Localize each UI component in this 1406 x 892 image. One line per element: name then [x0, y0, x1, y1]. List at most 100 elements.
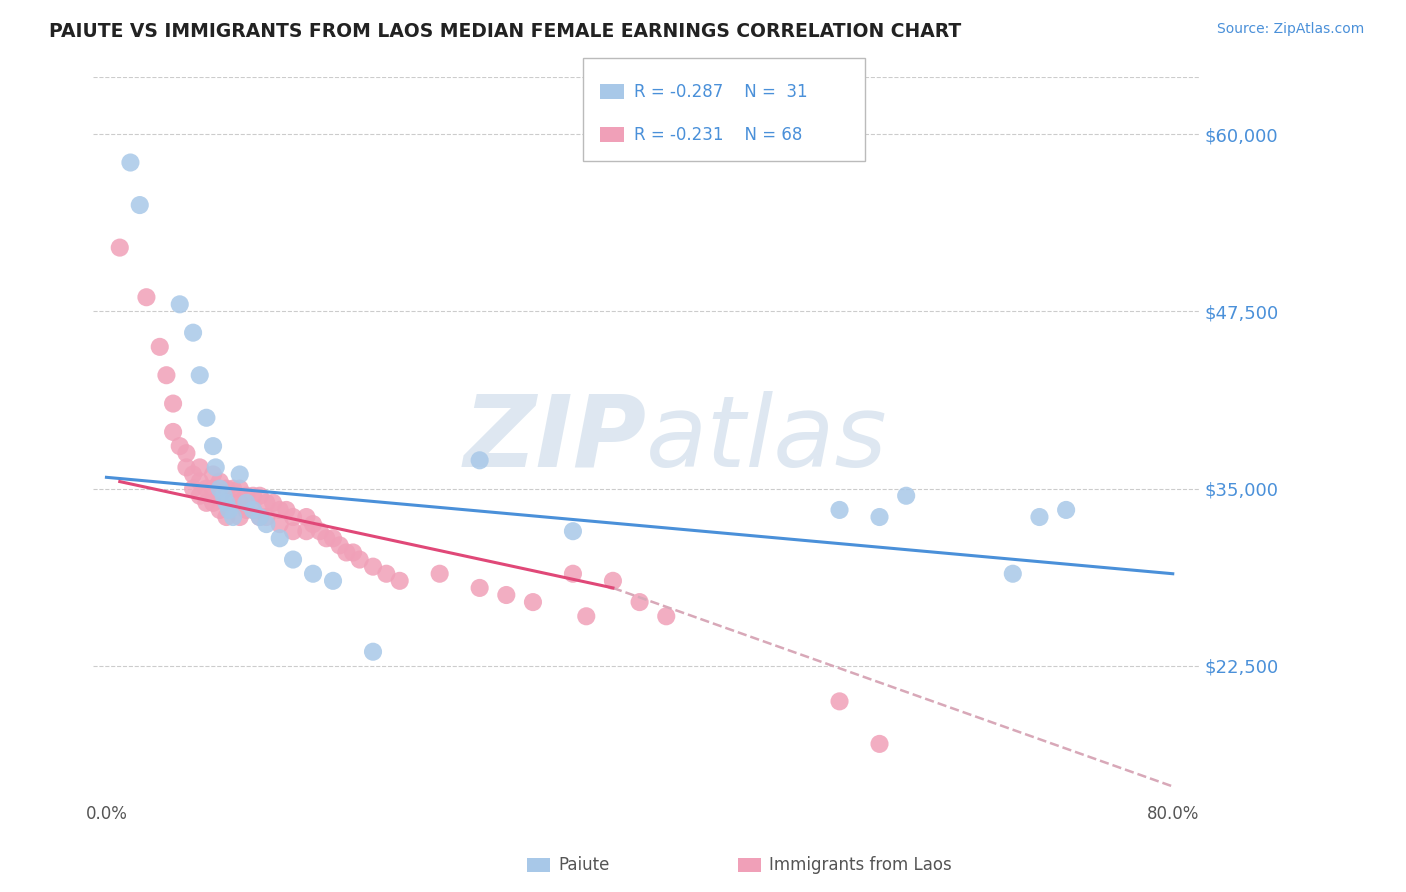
Point — [602, 574, 624, 588]
Point — [235, 503, 257, 517]
Point — [215, 482, 238, 496]
Point — [335, 545, 357, 559]
Point — [281, 510, 304, 524]
Point — [242, 503, 264, 517]
Point — [269, 531, 291, 545]
Point — [195, 410, 218, 425]
Point — [269, 503, 291, 517]
Point — [655, 609, 678, 624]
Point — [181, 482, 204, 496]
Point — [349, 552, 371, 566]
Point — [128, 198, 150, 212]
Point — [162, 396, 184, 410]
Point — [208, 475, 231, 489]
Point — [208, 482, 231, 496]
Point — [202, 496, 225, 510]
Point — [229, 510, 252, 524]
Point — [869, 737, 891, 751]
Point — [295, 510, 318, 524]
Point — [120, 155, 142, 169]
Point — [188, 489, 211, 503]
Point — [361, 559, 384, 574]
Point — [249, 489, 271, 503]
Text: Paiute: Paiute — [558, 856, 610, 874]
Point — [208, 489, 231, 503]
Point — [575, 609, 598, 624]
Point — [562, 524, 585, 539]
Point — [149, 340, 172, 354]
Point — [181, 467, 204, 482]
Point — [242, 503, 264, 517]
Point — [215, 496, 238, 510]
Point — [302, 517, 325, 532]
Point — [229, 467, 252, 482]
Point — [169, 297, 191, 311]
Point — [242, 489, 264, 503]
Point — [495, 588, 517, 602]
Point — [1001, 566, 1024, 581]
Point — [229, 496, 252, 510]
Point — [249, 510, 271, 524]
Point — [302, 566, 325, 581]
Point — [202, 467, 225, 482]
Point — [176, 460, 198, 475]
Point — [212, 489, 235, 503]
Point — [208, 503, 231, 517]
Point — [281, 524, 304, 539]
Point — [108, 241, 131, 255]
Point — [222, 482, 245, 496]
Point — [195, 482, 218, 496]
Point — [135, 290, 157, 304]
Point — [254, 517, 277, 532]
Point — [254, 510, 277, 524]
Point — [828, 503, 851, 517]
Point — [828, 694, 851, 708]
Point — [235, 496, 257, 510]
Point — [388, 574, 411, 588]
Point — [896, 489, 918, 503]
Point — [522, 595, 544, 609]
Text: ZIP: ZIP — [463, 391, 647, 488]
Text: R = -0.287    N =  31: R = -0.287 N = 31 — [634, 83, 807, 101]
Point — [169, 439, 191, 453]
Text: PAIUTE VS IMMIGRANTS FROM LAOS MEDIAN FEMALE EARNINGS CORRELATION CHART: PAIUTE VS IMMIGRANTS FROM LAOS MEDIAN FE… — [49, 22, 962, 41]
Point — [322, 574, 344, 588]
Point — [215, 510, 238, 524]
Point — [628, 595, 651, 609]
Point — [155, 368, 177, 383]
Point — [176, 446, 198, 460]
Point — [869, 510, 891, 524]
Point — [1054, 503, 1077, 517]
Point — [562, 566, 585, 581]
Point — [262, 496, 284, 510]
Point — [322, 531, 344, 545]
Point — [162, 425, 184, 439]
Point — [204, 460, 226, 475]
Point — [361, 645, 384, 659]
Point — [329, 538, 352, 552]
Point — [342, 545, 364, 559]
Point — [315, 531, 337, 545]
Point — [202, 439, 225, 453]
Text: atlas: atlas — [647, 391, 887, 488]
Point — [468, 453, 491, 467]
Text: R = -0.231    N = 68: R = -0.231 N = 68 — [634, 126, 803, 144]
Point — [429, 566, 451, 581]
Point — [222, 496, 245, 510]
Point — [281, 552, 304, 566]
Point — [188, 368, 211, 383]
Point — [235, 489, 257, 503]
Point — [375, 566, 398, 581]
Point — [295, 524, 318, 539]
Point — [468, 581, 491, 595]
Point — [229, 482, 252, 496]
Point — [269, 517, 291, 532]
Point — [188, 475, 211, 489]
Point — [249, 510, 271, 524]
Point — [308, 524, 330, 539]
Point — [218, 503, 240, 517]
Point — [195, 496, 218, 510]
Point — [202, 482, 225, 496]
Point — [1028, 510, 1050, 524]
Point — [215, 496, 238, 510]
